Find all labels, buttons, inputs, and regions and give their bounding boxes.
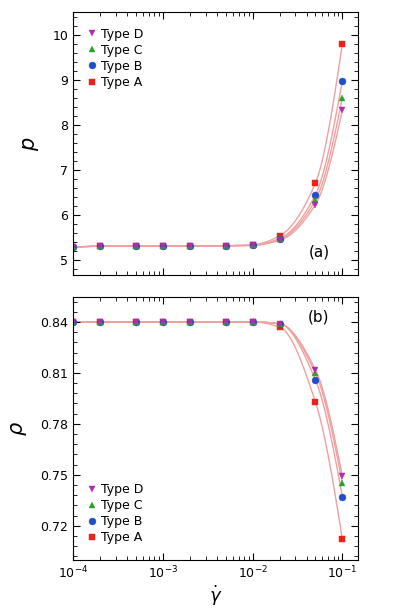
Y-axis label: $\rho$: $\rho$ bbox=[9, 421, 29, 435]
Legend: Type D, Type C, Type B, Type A: Type D, Type C, Type B, Type A bbox=[85, 479, 148, 548]
Text: (a): (a) bbox=[309, 245, 330, 260]
Legend: Type D, Type C, Type B, Type A: Type D, Type C, Type B, Type A bbox=[85, 24, 148, 93]
X-axis label: $\dot{\gamma}$: $\dot{\gamma}$ bbox=[209, 584, 223, 608]
Text: (b): (b) bbox=[308, 310, 330, 325]
Y-axis label: $p$: $p$ bbox=[22, 137, 42, 151]
